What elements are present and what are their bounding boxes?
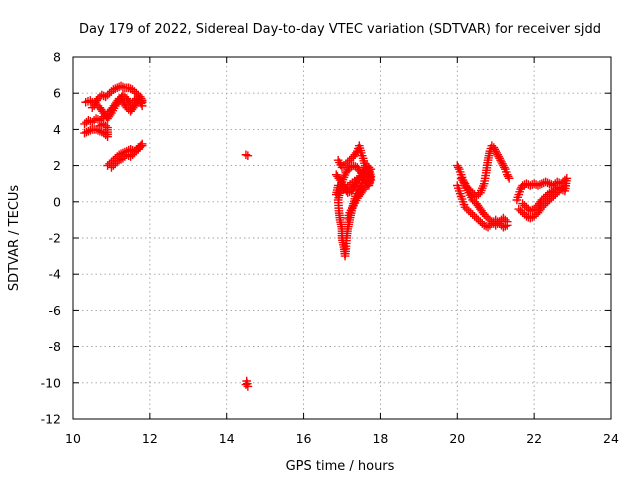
data-point xyxy=(243,151,253,160)
y-tick-label: 0 xyxy=(53,194,61,209)
y-tick-label: -12 xyxy=(41,412,61,427)
y-tick-label: -6 xyxy=(49,303,62,318)
data-point xyxy=(95,121,105,131)
grid xyxy=(73,57,611,419)
data-point xyxy=(333,181,343,190)
y-tick-label: -8 xyxy=(49,339,62,354)
y-tick-label: 2 xyxy=(53,158,61,173)
y-tick-label: -4 xyxy=(49,267,62,282)
data-point xyxy=(137,97,147,107)
chart-title: Day 179 of 2022, Sidereal Day-to-day VTE… xyxy=(79,22,601,37)
data-point xyxy=(242,376,251,386)
x-tick-label: 24 xyxy=(603,431,619,446)
x-tick-label: 10 xyxy=(65,431,81,446)
data-point xyxy=(504,173,514,183)
y-tick-label: 6 xyxy=(53,86,61,101)
data-points xyxy=(80,81,572,391)
x-tick-label: 22 xyxy=(526,431,542,446)
x-tick-label: 14 xyxy=(219,431,235,446)
x-tick-label: 16 xyxy=(296,431,312,446)
y-tick-label: 4 xyxy=(53,122,61,137)
x-axis-label: GPS time / hours xyxy=(286,459,395,474)
data-point xyxy=(137,139,147,149)
data-point xyxy=(343,213,353,223)
y-tick-label: 8 xyxy=(53,50,61,65)
x-axis-ticks: 10 12 14 16 18 20 22 24 xyxy=(65,57,619,446)
x-tick-label: 18 xyxy=(372,431,388,446)
data-point xyxy=(502,217,512,227)
data-point xyxy=(562,173,572,183)
y-axis-label: SDTVAR / TECUs xyxy=(7,185,22,292)
x-tick-label: 20 xyxy=(449,431,465,446)
y-tick-label: -2 xyxy=(49,231,61,246)
x-tick-label: 12 xyxy=(142,431,158,446)
y-tick-label: -10 xyxy=(41,375,61,390)
y-axis-ticks: -12 -10 -8 -6 -4 -2 0 2 4 6 8 xyxy=(41,50,611,427)
